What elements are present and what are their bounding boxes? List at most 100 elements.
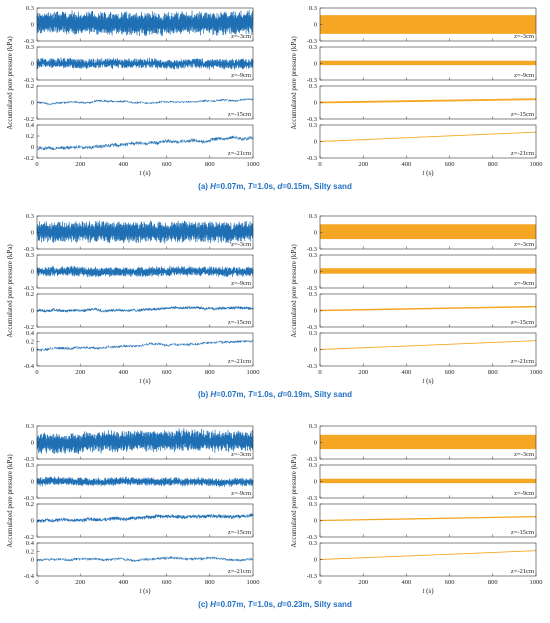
- figure-caption: (b) H=0.07m, T=1.0s, d=0.19m, Silty sand: [198, 390, 352, 399]
- y-tick-label: -0.3: [307, 38, 317, 45]
- y-tick-label: -0.3: [24, 285, 34, 292]
- y-tick-label: 0.3: [309, 501, 317, 508]
- predicted-series-band: [320, 434, 536, 450]
- y-tick-label: -0.2: [24, 116, 34, 123]
- depth-label: z=-3cm: [231, 241, 251, 248]
- y-tick-label: -0.3: [307, 285, 317, 292]
- caption-part: T: [248, 390, 254, 399]
- panel-right-2: -0.3 0 0.3 z=-15cm: [307, 291, 537, 331]
- x-tick-label: 600: [445, 579, 455, 586]
- y-tick-label: 0.4: [26, 330, 35, 337]
- caption-part: H: [210, 600, 216, 609]
- panel-right-1: -0.3 0 0.3 z=-9cm: [307, 462, 537, 502]
- x-tick-label: 200: [358, 161, 368, 168]
- measured-series-line: [36, 9, 254, 37]
- caption-part: =0.19m, Silty sand: [282, 390, 352, 399]
- y-tick-label: -0.3: [307, 155, 317, 162]
- y-tick-label: 0.3: [309, 83, 317, 90]
- x-tick-label: 200: [75, 579, 85, 586]
- y-tick-label: 0.3: [26, 252, 34, 259]
- x-tick-label: 400: [119, 161, 129, 168]
- x-axis-label-unit: (s): [141, 169, 151, 177]
- panel-right-0: -0.3 0 0.3 z=-3cm: [307, 423, 537, 463]
- y-tick-label: 0.3: [309, 213, 317, 220]
- x-tick-label: 600: [445, 161, 455, 168]
- caption-part: (a): [198, 182, 210, 191]
- panel-frame: [319, 124, 537, 159]
- y-tick-label: -0.3: [307, 363, 317, 370]
- depth-label: z=-9cm: [231, 72, 251, 79]
- x-tick-label: 0: [318, 161, 321, 168]
- x-tick-label: 0: [318, 369, 321, 376]
- depth-label: z=-21cm: [228, 568, 251, 575]
- y-tick-label: 0: [314, 230, 317, 237]
- y-tick-label: 0.2: [26, 548, 34, 555]
- depth-label: z=-15cm: [228, 111, 251, 118]
- y-tick-label: 0.2: [26, 83, 34, 90]
- x-axis-label-var: t: [139, 587, 142, 595]
- x-tick-label: 1000: [530, 579, 543, 586]
- measured-series-line: [36, 427, 254, 455]
- x-tick-label: 200: [75, 369, 85, 376]
- y-tick-label: 0: [314, 139, 317, 146]
- depth-label: z=-3cm: [514, 241, 534, 248]
- depth-label: z=-3cm: [231, 33, 251, 40]
- y-tick-label: -0.3: [307, 246, 317, 253]
- caption-part: =0.07m,: [216, 600, 248, 609]
- figure-caption: (c) H=0.07m, T=1.0s, d=0.23m, Silty sand: [198, 600, 352, 609]
- y-tick-label: 0.2: [26, 133, 34, 140]
- caption-part: d: [277, 182, 283, 191]
- panel-left-1: -0.3 0 0.3 z=-9cm: [24, 252, 254, 292]
- x-tick-label: 800: [488, 579, 498, 586]
- y-tick-label: -0.3: [24, 77, 34, 84]
- y-axis-label: Accumulated pore pressure (kPa): [290, 244, 298, 338]
- y-tick-label: -0.2: [24, 324, 34, 331]
- y-tick-label: 0.3: [26, 423, 34, 430]
- y-tick-label: 0: [31, 22, 34, 29]
- depth-label: z=-21cm: [228, 358, 251, 365]
- x-tick-label: 400: [402, 369, 412, 376]
- panel-left-0: -0.3 0 0.3 z=-3cm: [24, 5, 254, 45]
- predicted-series-line: [319, 340, 537, 350]
- figure-caption: (a) H=0.07m, T=1.0s, d=0.15m, Silty sand: [198, 182, 352, 191]
- y-tick-label: 0.3: [26, 44, 34, 51]
- y-tick-label: 0: [314, 22, 317, 29]
- x-axis-label: t (s): [139, 377, 151, 385]
- x-axis-label-var: t: [422, 587, 425, 595]
- x-tick-label: 400: [119, 579, 129, 586]
- caption-part: d: [278, 390, 284, 399]
- depth-label: z=-21cm: [228, 150, 251, 157]
- y-tick-label: -0.3: [307, 495, 317, 502]
- panel-right-0: -0.3 0 0.3 z=-3cm: [307, 5, 537, 45]
- panel-left-2: -0.2 0 0.2 z=-15cm: [24, 83, 254, 123]
- y-tick-label: 0.3: [26, 462, 34, 469]
- y-tick-label: 0: [314, 557, 317, 564]
- y-axis-label: Accumulated pore pressure (kPa): [290, 36, 298, 130]
- y-tick-label: 0.3: [309, 540, 317, 547]
- figure-group-c: -0.300.3z=-3cm-0.300.3z=-9cm-0.200.2z=-1…: [6, 423, 543, 609]
- y-tick-label: 0.2: [26, 338, 34, 345]
- y-tick-label: 0: [314, 100, 317, 107]
- y-tick-label: -0.3: [24, 456, 34, 463]
- x-tick-label: 800: [205, 161, 215, 168]
- y-tick-label: -0.3: [307, 324, 317, 331]
- panel-left-0: -0.3 0 0.3 z=-3cm: [24, 423, 254, 463]
- depth-label: z=-21cm: [511, 358, 534, 365]
- panel-left-2: -0.2 0 0.2 z=-15cm: [24, 291, 254, 331]
- x-axis-label-unit: (s): [141, 377, 151, 385]
- depth-label: z=-21cm: [511, 568, 534, 575]
- caption-part: H: [210, 390, 216, 399]
- panel-frame: [319, 332, 537, 367]
- y-tick-label: 0: [31, 144, 34, 151]
- x-tick-label: 400: [402, 579, 412, 586]
- measured-series-line: [36, 57, 254, 70]
- y-tick-label: 0.3: [309, 423, 317, 430]
- y-tick-label: 0: [314, 479, 317, 486]
- caption-part: =0.07m,: [216, 390, 248, 399]
- predicted-series-band: [320, 60, 536, 66]
- caption-part: =0.07m,: [216, 182, 248, 191]
- depth-label: z=-3cm: [514, 451, 534, 458]
